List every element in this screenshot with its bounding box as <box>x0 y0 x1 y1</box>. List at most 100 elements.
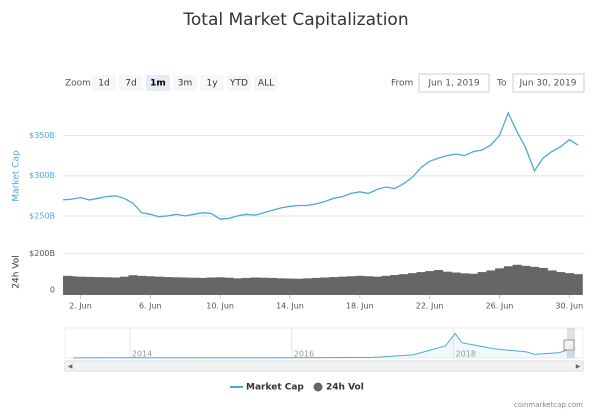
volume-bar <box>268 277 278 295</box>
volume-bar <box>241 277 252 295</box>
volume-bar <box>137 275 147 295</box>
from-value[interactable]: Jun 1, 2019 <box>427 79 480 89</box>
y-tick-label: $350B <box>29 131 55 140</box>
legend-symbol <box>313 382 323 392</box>
x-tick-label: 2. Jun <box>69 302 92 311</box>
credit: coinmarketcap.com <box>514 401 583 409</box>
zoom-button-label[interactable]: 3m <box>178 79 193 89</box>
volume-bar <box>372 276 383 295</box>
volume-bar <box>425 271 435 295</box>
volume-bar <box>407 273 417 295</box>
y-tick-label: $300B <box>29 171 55 180</box>
volume-bar <box>460 273 470 295</box>
x-tick-label: 6. Jun <box>139 302 162 311</box>
volume-bar <box>381 275 391 295</box>
x-tick-label: 30. Jun <box>555 302 583 311</box>
zoom-button-label[interactable]: 1m <box>150 79 166 89</box>
volume-bar <box>119 276 129 295</box>
volume-bar <box>355 275 365 295</box>
zoom-button[interactable] <box>200 75 224 91</box>
x-tick-label: 22. Jun <box>416 302 444 311</box>
legend-label[interactable]: 24h Vol <box>326 383 364 393</box>
zoom-button[interactable] <box>146 75 170 91</box>
navigator-handle[interactable] <box>563 339 575 351</box>
volume-bar <box>207 277 217 295</box>
navigator-fill <box>73 333 575 358</box>
volume-bar <box>224 277 234 295</box>
navigator-tick-label: 2014 <box>132 350 152 359</box>
scroll-left[interactable]: ◀ <box>68 363 73 370</box>
volume-bar <box>573 274 583 295</box>
volume-bar <box>259 277 269 295</box>
y-axis-title: Market Cap <box>12 150 22 202</box>
x-tick-label: 26. Jun <box>486 302 514 311</box>
volume-bar <box>486 270 496 295</box>
volume-bar <box>285 278 295 295</box>
zoom-button-label[interactable]: ALL <box>258 79 274 89</box>
market-cap-line <box>62 111 579 220</box>
to-label: To <box>496 79 507 89</box>
volume-bar <box>564 273 575 295</box>
y-tick-label: $200B <box>29 249 55 258</box>
volume-bar <box>172 277 182 295</box>
zoom-button[interactable] <box>254 75 278 91</box>
zoom-button[interactable] <box>119 75 143 91</box>
volume-bar <box>163 277 173 295</box>
volume-bar <box>84 276 94 295</box>
volume-bar <box>364 276 374 295</box>
volume-bar <box>433 270 444 295</box>
volume-bar <box>521 265 531 295</box>
volume-bar <box>337 276 348 295</box>
navigator-tick-label: 2016 <box>294 350 314 359</box>
from-label: From <box>391 79 413 89</box>
zoom-button-label[interactable]: 1y <box>206 79 218 89</box>
volume-bar <box>128 275 138 295</box>
volume-bar <box>111 277 121 295</box>
to-value[interactable]: Jun 30, 2019 <box>518 79 576 89</box>
scrollbar[interactable] <box>64 360 584 372</box>
x-tick-label: 10. Jun <box>206 302 234 311</box>
volume-bar <box>503 266 513 295</box>
volume-bar <box>311 277 321 295</box>
volume-bar <box>303 278 313 295</box>
x-tick-label: 18. Jun <box>346 302 374 311</box>
zoom-button[interactable] <box>227 75 251 91</box>
volume-bar <box>215 277 225 295</box>
volume-bar <box>276 278 286 295</box>
volume-bar <box>530 266 540 295</box>
volume-bar <box>180 277 190 295</box>
navigator-tick-label: 2018 <box>456 350 476 359</box>
volume-bar <box>556 272 566 295</box>
zoom-button-label[interactable]: 1d <box>98 79 109 89</box>
x-tick-label: 14. Jun <box>276 302 304 311</box>
volume-bar <box>477 272 487 295</box>
volume-bar <box>346 276 356 295</box>
y-tick-label: 0 <box>50 286 55 295</box>
volume-bar <box>198 277 208 295</box>
volume-bar <box>512 264 522 295</box>
zoom-button[interactable] <box>173 75 197 91</box>
navigator-line <box>73 332 576 359</box>
y-axis-title: 24h Vol <box>12 255 22 288</box>
volume-bar <box>67 276 77 295</box>
volume-bar <box>233 278 243 295</box>
volume-bar <box>145 276 156 295</box>
volume-bar <box>76 276 86 295</box>
scroll-right[interactable]: ▶ <box>576 363 581 370</box>
from-input[interactable] <box>418 73 490 93</box>
volume-bar <box>250 277 260 295</box>
legend-label[interactable]: Market Cap <box>246 383 304 393</box>
zoom-button-label[interactable]: YTD <box>229 79 248 89</box>
volume-bar <box>189 277 199 295</box>
volume-bar <box>495 268 505 295</box>
chart-title: Total Market Capitalization <box>182 10 408 30</box>
zoom-label: Zoom <box>65 79 91 89</box>
zoom-button[interactable] <box>92 75 116 91</box>
volume-bar <box>294 278 304 295</box>
volume-bar <box>93 277 103 295</box>
volume-bar <box>442 271 452 295</box>
to-input[interactable] <box>512 73 585 93</box>
volume-bar <box>154 276 164 295</box>
zoom-button-label[interactable]: 7d <box>125 79 136 89</box>
